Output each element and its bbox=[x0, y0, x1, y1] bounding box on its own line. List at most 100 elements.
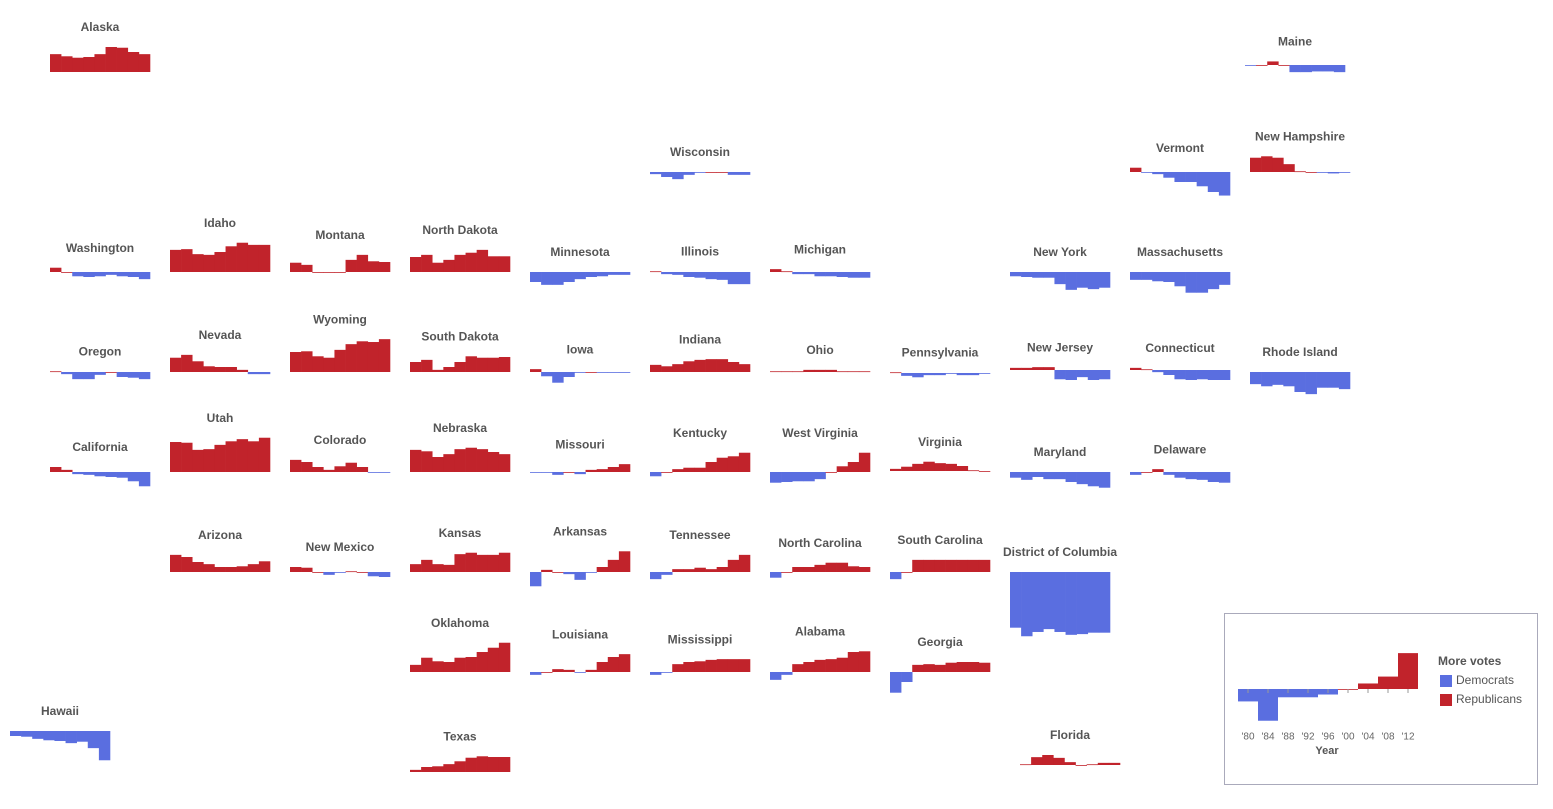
bar bbox=[1141, 369, 1153, 371]
bar bbox=[923, 461, 935, 471]
bar bbox=[1305, 172, 1317, 173]
bar bbox=[596, 567, 609, 572]
bar bbox=[170, 554, 182, 572]
bar bbox=[727, 456, 740, 472]
bar bbox=[465, 252, 477, 272]
bar bbox=[1272, 372, 1284, 385]
bar bbox=[1141, 172, 1153, 173]
bar bbox=[1020, 764, 1032, 766]
legend-bar bbox=[1238, 689, 1258, 702]
bar bbox=[912, 463, 924, 471]
bar bbox=[803, 662, 815, 672]
bar bbox=[1250, 372, 1262, 385]
bar bbox=[1141, 472, 1153, 473]
bar bbox=[465, 552, 477, 572]
bar bbox=[61, 272, 73, 273]
bar bbox=[530, 672, 542, 675]
bar bbox=[116, 47, 129, 72]
bar bbox=[607, 467, 620, 472]
bar bbox=[552, 372, 564, 383]
bar bbox=[912, 559, 924, 572]
bar bbox=[792, 371, 804, 373]
state-label: New Hampshire bbox=[1255, 129, 1345, 143]
legend-bar bbox=[1278, 689, 1298, 698]
bar bbox=[563, 372, 575, 377]
bar bbox=[781, 271, 793, 273]
bar bbox=[825, 562, 837, 572]
bar bbox=[476, 756, 489, 772]
bar bbox=[912, 664, 924, 672]
state-label: Maine bbox=[1278, 35, 1312, 49]
bar bbox=[323, 572, 335, 575]
bar bbox=[432, 369, 444, 372]
bar bbox=[727, 659, 740, 672]
bar bbox=[574, 372, 586, 373]
bar bbox=[803, 567, 815, 572]
bar bbox=[1294, 372, 1306, 392]
bar bbox=[858, 651, 871, 672]
state-label: Washington bbox=[66, 241, 134, 255]
legend-swatch bbox=[1440, 694, 1452, 706]
bar bbox=[1185, 472, 1197, 480]
bar bbox=[1152, 172, 1164, 175]
bar bbox=[498, 642, 511, 672]
bar bbox=[225, 367, 237, 372]
bar bbox=[574, 572, 586, 580]
bar bbox=[1075, 765, 1087, 766]
state-label: Maryland bbox=[1034, 445, 1087, 459]
bar bbox=[770, 371, 782, 373]
state-label: Tennessee bbox=[669, 528, 730, 542]
bar bbox=[1163, 370, 1175, 375]
bar bbox=[487, 357, 500, 372]
bar bbox=[236, 439, 249, 472]
bar bbox=[716, 659, 729, 672]
bar bbox=[672, 364, 684, 372]
bar bbox=[618, 464, 631, 472]
state-label: Arkansas bbox=[553, 524, 607, 538]
bar bbox=[334, 272, 346, 273]
state-label: Michigan bbox=[794, 242, 846, 256]
bar bbox=[105, 272, 117, 275]
state-label: Idaho bbox=[204, 216, 236, 230]
bar bbox=[454, 554, 466, 572]
bar bbox=[825, 369, 837, 372]
bar bbox=[1010, 272, 1022, 277]
bar bbox=[345, 344, 357, 372]
bar bbox=[956, 466, 969, 471]
bar bbox=[1087, 572, 1100, 633]
bar bbox=[1141, 272, 1153, 280]
bar bbox=[934, 559, 946, 572]
bar bbox=[1218, 472, 1231, 483]
bar bbox=[290, 567, 302, 572]
bar bbox=[847, 371, 860, 373]
bar bbox=[312, 272, 324, 273]
bar bbox=[781, 472, 793, 482]
state-label: Alaska bbox=[81, 20, 120, 34]
bar bbox=[1097, 762, 1110, 765]
bar bbox=[1021, 572, 1033, 637]
bar bbox=[1054, 370, 1066, 380]
bar bbox=[792, 272, 804, 275]
bar bbox=[530, 472, 542, 473]
bar bbox=[203, 449, 215, 472]
bar bbox=[530, 369, 542, 372]
bar bbox=[487, 452, 500, 472]
state-label: Colorado bbox=[314, 433, 367, 447]
bar bbox=[1130, 472, 1142, 475]
bar bbox=[94, 372, 106, 375]
bar bbox=[1087, 472, 1100, 487]
bar bbox=[50, 267, 62, 272]
bar bbox=[1087, 370, 1100, 380]
bar bbox=[770, 269, 782, 272]
bar bbox=[258, 437, 271, 472]
bar bbox=[814, 369, 826, 372]
state-label: Connecticut bbox=[1145, 341, 1214, 355]
bar bbox=[54, 731, 66, 741]
bar bbox=[738, 452, 751, 472]
bar bbox=[694, 359, 706, 372]
bar bbox=[476, 449, 489, 472]
bar bbox=[716, 272, 729, 280]
bar bbox=[258, 244, 271, 272]
x-tick-label: '96 bbox=[1321, 732, 1334, 743]
